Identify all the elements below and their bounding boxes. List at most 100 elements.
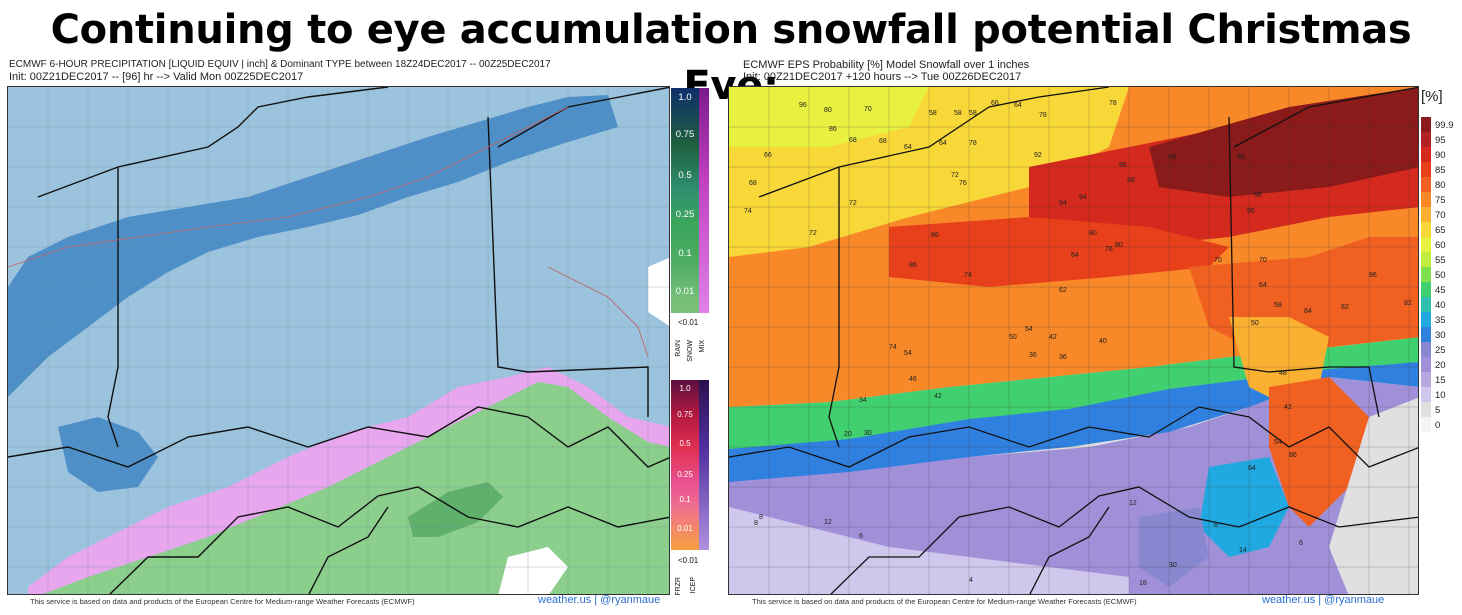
legend-label: 90 xyxy=(1435,150,1446,161)
right-footer: This service is based on data and produc… xyxy=(752,597,1137,606)
probability-value: 40 xyxy=(1099,338,1107,345)
legend-label: 45 xyxy=(1435,285,1446,296)
legend-label: 85 xyxy=(1435,165,1446,176)
rain-label: RAIN xyxy=(675,340,682,357)
mix-label: MIX xyxy=(699,340,706,353)
legend-label: 70 xyxy=(1435,210,1446,221)
ice-scale-label: 0.1 xyxy=(679,495,691,504)
right-title-line2: Init: 00Z21DEC2017 +120 hours --> Tue 00… xyxy=(743,71,1022,83)
snow-colorbar: 1.0 0.75 0.5 0.25 0.1 0.01 xyxy=(671,88,711,313)
probability-value: 64 xyxy=(939,140,947,147)
probability-value: 64 xyxy=(1014,102,1022,109)
probability-value: 74 xyxy=(964,272,972,279)
icep-label: ICEP xyxy=(690,577,697,594)
ice-scale-label: 0.01 xyxy=(677,524,693,533)
legend-label: 30 xyxy=(1435,330,1446,341)
legend-swatch xyxy=(1421,372,1431,387)
legend-swatch xyxy=(1421,117,1431,132)
probability-value: 74 xyxy=(889,344,897,351)
probability-value: 6 xyxy=(859,533,863,540)
lt-label2: <0.01 xyxy=(678,556,699,565)
probability-value: 42 xyxy=(1284,404,1292,411)
lt-label: <0.01 xyxy=(678,318,699,327)
legend-swatch xyxy=(1421,387,1431,402)
probability-value: 96 xyxy=(799,102,807,109)
probability-value: 82 xyxy=(1404,300,1412,307)
legend-swatch xyxy=(1421,312,1431,327)
left-brand[interactable]: weather.us | @ryanmaue xyxy=(538,594,661,606)
legend-swatch xyxy=(1421,132,1431,147)
probability-value: 70 xyxy=(1214,257,1222,264)
probability-value: 14 xyxy=(1239,547,1247,554)
probability-value: 34 xyxy=(859,397,867,404)
probability-value: 70 xyxy=(864,106,872,113)
probability-value: 68 xyxy=(749,180,757,187)
ice-scale-label: 1.0 xyxy=(679,384,691,393)
probability-value: 80 xyxy=(1115,242,1123,249)
probability-value: 84 xyxy=(1304,308,1312,315)
probability-value: 68 xyxy=(879,138,887,145)
snow-scale-label: 0.1 xyxy=(678,248,692,259)
probability-value: 58 xyxy=(1274,302,1282,309)
probability-value: 64 xyxy=(904,144,912,151)
probability-value: 6 xyxy=(1214,522,1218,529)
probability-value: 50 xyxy=(1251,320,1259,327)
probability-value: 94 xyxy=(1079,194,1087,201)
legend-swatch xyxy=(1421,252,1431,267)
legend-swatch xyxy=(1421,192,1431,207)
left-title-line1: ECMWF 6-HOUR PRECIPITATION [LIQUID EQUIV… xyxy=(9,59,551,70)
right-brand[interactable]: weather.us | @ryanmaue xyxy=(1262,594,1385,606)
probability-value: 86 xyxy=(931,232,939,239)
legend-swatch xyxy=(1421,297,1431,312)
probability-value: 78 xyxy=(1109,100,1117,107)
left-precip-map xyxy=(7,86,670,595)
probability-value: 8 xyxy=(754,520,758,527)
probability-value: 50 xyxy=(1009,334,1017,341)
probability-value: 48 xyxy=(1279,370,1287,377)
probability-value: 76 xyxy=(959,180,967,187)
legend-swatch xyxy=(1421,207,1431,222)
probability-value: 98 xyxy=(1119,162,1127,169)
right-title-line1: ECMWF EPS Probability [%] Model Snowfall… xyxy=(743,59,1030,71)
legend-label: 75 xyxy=(1435,195,1446,206)
legend-swatch xyxy=(1421,237,1431,252)
probability-value: 96 xyxy=(1237,154,1245,161)
left-footer: This service is based on data and produc… xyxy=(30,597,415,606)
right-probability-map: 96 80 70 58 58 58 66 64 78 78 86 68 68 64 64 78 92 98 66 72… xyxy=(728,86,1419,595)
snow-scale-label: 0.25 xyxy=(675,209,695,220)
snow-scale-label: 0.01 xyxy=(675,286,695,297)
probability-value: 4 xyxy=(969,577,973,584)
probability-value: 12 xyxy=(1129,500,1137,507)
snow-scale-label: 0.5 xyxy=(678,170,692,181)
probability-value: 86 xyxy=(1369,272,1377,279)
probability-value: 54 xyxy=(904,350,912,357)
snow-scale-label: 0.75 xyxy=(675,129,695,140)
legend-swatch xyxy=(1421,162,1431,177)
probability-value: 54 xyxy=(1025,326,1033,333)
probability-value: 86 xyxy=(1247,208,1255,215)
probability-value: 70 xyxy=(1259,257,1267,264)
probability-value: 20 xyxy=(844,431,852,438)
legend-swatch xyxy=(1421,222,1431,237)
probability-value: 80 xyxy=(1089,230,1097,237)
legend-label: 20 xyxy=(1435,360,1446,371)
probability-value: 36 xyxy=(1059,354,1067,361)
probability-value: 42 xyxy=(934,393,942,400)
legend-label: 15 xyxy=(1435,375,1446,386)
probability-value: 78 xyxy=(1039,112,1047,119)
probability-value: 30 xyxy=(864,430,872,437)
probability-value: 42 xyxy=(1049,334,1057,341)
legend-label: 25 xyxy=(1435,345,1446,356)
probability-value: 58 xyxy=(969,110,977,117)
legend-label: 10 xyxy=(1435,390,1446,401)
probability-value: 54 xyxy=(1274,439,1282,446)
legend-swatch xyxy=(1421,327,1431,342)
legend-label: 35 xyxy=(1435,315,1446,326)
probability-value: 64 xyxy=(1248,465,1256,472)
ice-scale-label: 0.5 xyxy=(679,439,691,448)
legend-label: 65 xyxy=(1435,225,1446,236)
legend-label: 50 xyxy=(1435,270,1446,281)
legend-swatch xyxy=(1421,147,1431,162)
probability-value: 12 xyxy=(824,519,832,526)
probability-value: 96 xyxy=(1169,154,1177,161)
